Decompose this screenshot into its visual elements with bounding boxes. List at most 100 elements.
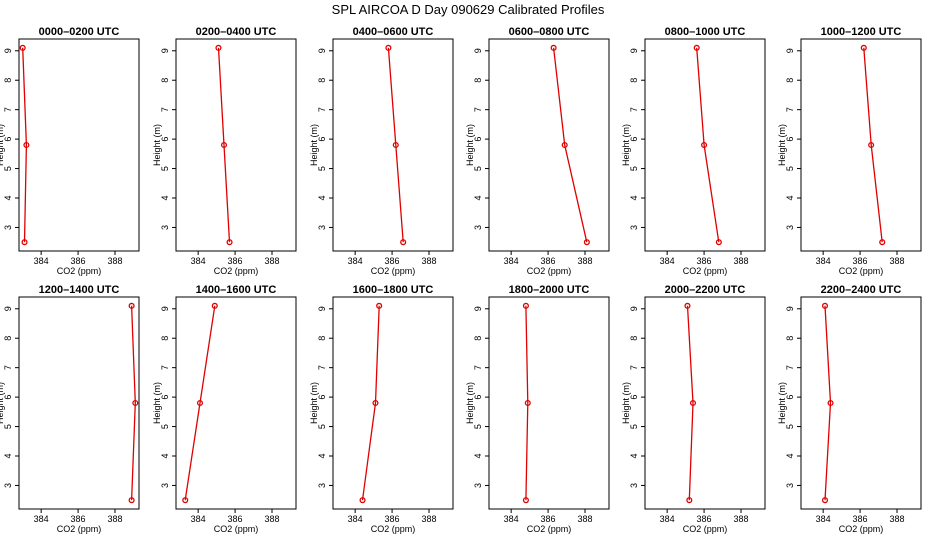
- x-tick-label: 388: [421, 256, 436, 266]
- data-point: [827, 399, 834, 407]
- series-line: [217, 47, 231, 243]
- profile-panel: 0000–0200 UTC 384 386 388 3 4 5 6 7 8 9 CO2 (ppm) He…: [0, 26, 140, 276]
- y-tick-label: 3: [3, 225, 13, 230]
- x-tick-label: 388: [264, 256, 279, 266]
- data-point: [583, 239, 590, 246]
- y-tick-label: 3: [473, 483, 483, 488]
- x-axis-label: CO2 (ppm): [683, 266, 728, 276]
- data-point: [868, 141, 875, 149]
- x-tick-label: 386: [697, 256, 712, 266]
- x-axis-label: CO2 (ppm): [214, 266, 259, 276]
- profile-panel: 2200–2400 UTC 384 386 388 3 4 5 6 7 8 9 CO2 (ppm) He…: [777, 284, 922, 534]
- y-tick-label: 7: [473, 107, 483, 112]
- y-tick-label: 7: [3, 107, 13, 112]
- y-tick-label: 4: [629, 453, 639, 458]
- panel-title: 1000–1200 UTC: [821, 26, 902, 38]
- y-tick-label: 9: [473, 48, 483, 53]
- x-tick-label: 386: [853, 256, 868, 266]
- y-tick-label: 9: [629, 306, 639, 311]
- y-tick-label: 4: [3, 453, 13, 458]
- data-point: [689, 399, 697, 407]
- x-tick-label: 386: [228, 256, 243, 266]
- y-tick-label: 8: [629, 78, 639, 83]
- x-tick-label: 386: [228, 514, 243, 524]
- data-point: [372, 399, 379, 407]
- y-tick-label: 9: [785, 306, 795, 311]
- series-line: [184, 305, 216, 501]
- y-tick-label: 8: [785, 336, 795, 341]
- x-tick-label: 384: [660, 514, 675, 524]
- data-point: [128, 302, 135, 309]
- y-tick-label: 5: [785, 166, 795, 171]
- series-line: [552, 47, 588, 243]
- data-point: [821, 497, 829, 504]
- x-tick-label: 388: [889, 514, 904, 524]
- y-tick-label: 8: [473, 78, 483, 83]
- y-tick-label: 6: [629, 137, 639, 142]
- y-tick-label: 9: [785, 48, 795, 53]
- x-tick-label: 386: [853, 514, 868, 524]
- y-tick-label: 9: [3, 48, 13, 53]
- data-point: [821, 302, 829, 309]
- y-tick-label: 9: [160, 48, 170, 53]
- x-tick-label: 388: [577, 514, 592, 524]
- x-tick-label: 384: [660, 256, 675, 266]
- x-tick-label: 386: [71, 256, 86, 266]
- plot-frame: [800, 38, 922, 252]
- y-tick-label: 8: [160, 336, 170, 341]
- series-line: [130, 305, 136, 501]
- x-tick-label: 384: [191, 514, 206, 524]
- y-tick-label: 5: [3, 166, 13, 171]
- y-tick-label: 4: [629, 195, 639, 200]
- x-tick-label: 386: [697, 514, 712, 524]
- x-tick-label: 388: [107, 256, 122, 266]
- y-axis-label: Height (m): [0, 382, 5, 424]
- panel-title: 0000–0200 UTC: [39, 26, 120, 38]
- y-tick-label: 4: [473, 453, 483, 458]
- y-tick-label: 4: [317, 453, 327, 458]
- series-line: [387, 47, 404, 243]
- figure-title: SPL AIRCOA D Day 090629 Calibrated Profi…: [332, 2, 605, 17]
- data-point: [359, 497, 366, 504]
- y-tick-label: 6: [473, 137, 483, 142]
- panel-title: 0800–1000 UTC: [665, 26, 746, 38]
- x-axis-label: CO2 (ppm): [683, 524, 728, 534]
- y-tick-label: 7: [473, 365, 483, 370]
- data-point: [561, 141, 568, 149]
- y-tick-label: 6: [317, 395, 327, 400]
- panel-title: 1600–1800 UTC: [353, 284, 434, 296]
- x-tick-label: 388: [889, 256, 904, 266]
- profile-panel: 2000–2200 UTC 384 386 388 3 4 5 6 7 8 9 CO2 (ppm) He…: [621, 284, 766, 534]
- y-tick-label: 6: [160, 137, 170, 142]
- y-tick-label: 3: [317, 483, 327, 488]
- x-tick-label: 384: [191, 256, 206, 266]
- plot-frame: [488, 38, 610, 252]
- y-tick-label: 8: [3, 336, 13, 341]
- y-axis-label: Height (m): [309, 382, 319, 424]
- data-point: [693, 44, 700, 51]
- data-point: [684, 302, 691, 309]
- y-tick-label: 6: [317, 137, 327, 142]
- y-tick-label: 8: [317, 336, 327, 341]
- plot-frame: [800, 296, 922, 510]
- y-tick-label: 7: [785, 107, 795, 112]
- panel-title: 0400–0600 UTC: [353, 26, 434, 38]
- y-tick-label: 3: [629, 483, 639, 488]
- y-axis-label: Height (m): [777, 124, 787, 166]
- plot-frame: [332, 296, 454, 510]
- y-axis-label: Height (m): [621, 382, 631, 424]
- plot-frame: [488, 296, 610, 510]
- data-point: [215, 44, 222, 51]
- series-line: [525, 305, 529, 501]
- y-axis-label: Height (m): [777, 382, 787, 424]
- data-point: [385, 44, 392, 51]
- data-point: [128, 497, 135, 504]
- y-tick-label: 5: [629, 166, 639, 171]
- y-axis-label: Height (m): [465, 124, 475, 166]
- series-line: [686, 305, 694, 501]
- y-tick-label: 4: [160, 195, 170, 200]
- series-line: [824, 305, 832, 501]
- y-tick-label: 9: [160, 306, 170, 311]
- x-tick-label: 386: [541, 256, 556, 266]
